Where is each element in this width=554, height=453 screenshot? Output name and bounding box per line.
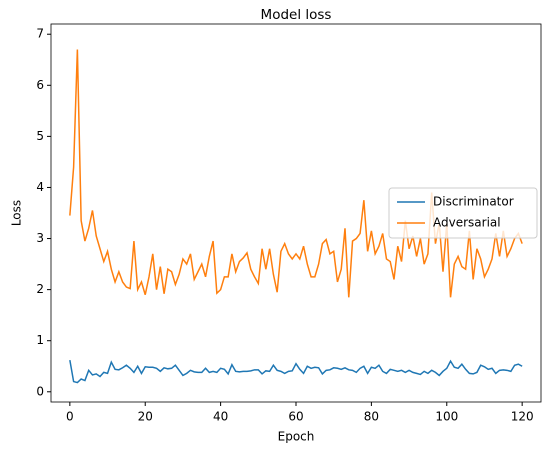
line-series — [69, 49, 523, 298]
chart-title: Model loss — [261, 7, 332, 23]
legend-box — [388, 187, 538, 239]
x-tick-label: 120 — [511, 410, 534, 424]
legend: Discriminator Adversarial — [388, 187, 538, 239]
y-tick-label: 3 — [36, 231, 44, 245]
y-tick-label: 5 — [36, 129, 44, 143]
line-series — [69, 359, 523, 384]
y-tick-label: 7 — [36, 27, 44, 41]
plot-frame — [50, 23, 542, 403]
legend-label: Adversarial — [433, 216, 501, 230]
y-tick-label: 2 — [36, 282, 44, 296]
y-tick-label: 1 — [36, 333, 44, 347]
legend-label: Discriminator — [433, 195, 514, 209]
y-tick-label: 4 — [36, 180, 44, 194]
x-tick-label: 20 — [138, 410, 153, 424]
x-tick-label: 40 — [213, 410, 228, 424]
x-tick-label: 0 — [66, 410, 74, 424]
x-tick-label: 100 — [435, 410, 458, 424]
y-tick-label: 6 — [36, 78, 44, 92]
y-tick-label: 0 — [36, 384, 44, 398]
x-tick-label: 60 — [288, 410, 303, 424]
y-axis-label: Loss — [10, 200, 24, 226]
x-tick-label: 80 — [364, 410, 379, 424]
x-axis-label: Epoch — [278, 430, 315, 444]
